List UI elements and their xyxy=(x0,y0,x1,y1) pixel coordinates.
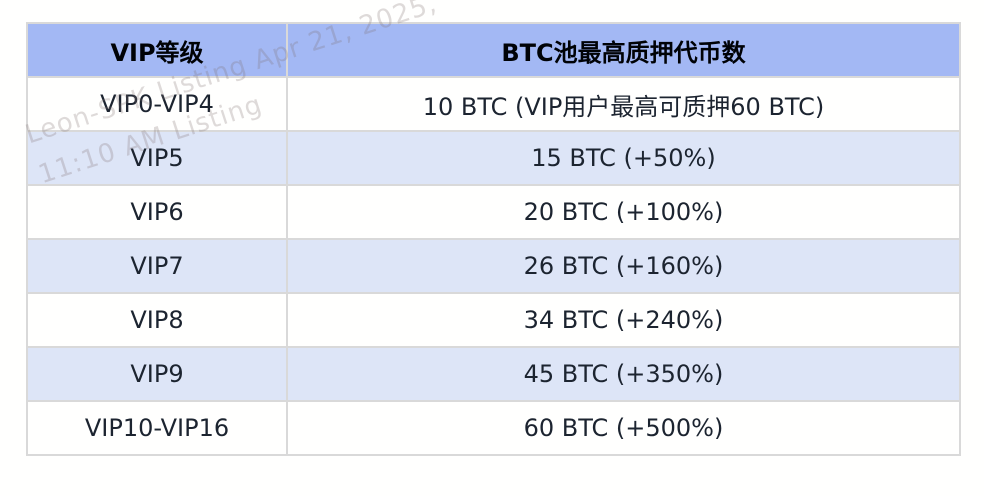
table-row: VIP0-VIP4 10 BTC (VIP用户最高可质押60 BTC) xyxy=(26,76,961,132)
vip-level-cell: VIP0-VIP4 xyxy=(26,76,288,132)
btc-limit-cell: 34 BTC (+240%) xyxy=(286,292,961,348)
table-row: VIP7 26 BTC (+160%) xyxy=(26,238,961,294)
table-body: VIP0-VIP4 10 BTC (VIP用户最高可质押60 BTC) VIP5 15… xyxy=(26,76,961,456)
table-header-row: VIP等级 BTC池最高质押代币数 xyxy=(26,22,961,78)
vip-staking-table: VIP等级 BTC池最高质押代币数 VIP0-VIP4 10 BTC (VIP用户… xyxy=(26,22,961,456)
btc-limit-cell: 10 BTC (VIP用户最高可质押60 BTC) xyxy=(286,76,961,132)
vip-level-cell: VIP5 xyxy=(26,130,288,186)
vip-level-cell: VIP7 xyxy=(26,238,288,294)
vip-level-cell: VIP6 xyxy=(26,184,288,240)
btc-limit-cell: 26 BTC (+160%) xyxy=(286,238,961,294)
vip-level-cell: VIP8 xyxy=(26,292,288,348)
table-row: VIP8 34 BTC (+240%) xyxy=(26,292,961,348)
table-row: VIP6 20 BTC (+100%) xyxy=(26,184,961,240)
vip-level-cell: VIP10-VIP16 xyxy=(26,400,288,456)
btc-limit-cell: 15 BTC (+50%) xyxy=(286,130,961,186)
btc-limit-cell: 45 BTC (+350%) xyxy=(286,346,961,402)
vip-level-cell: VIP9 xyxy=(26,346,288,402)
table-row: VIP10-VIP16 60 BTC (+500%) xyxy=(26,400,961,456)
table-row: VIP9 45 BTC (+350%) xyxy=(26,346,961,402)
header-btc-pool-max-stake: BTC池最高质押代币数 xyxy=(286,22,961,78)
header-vip-level: VIP等级 xyxy=(26,22,288,78)
btc-limit-cell: 20 BTC (+100%) xyxy=(286,184,961,240)
btc-limit-cell: 60 BTC (+500%) xyxy=(286,400,961,456)
table-row: VIP5 15 BTC (+50%) xyxy=(26,130,961,186)
